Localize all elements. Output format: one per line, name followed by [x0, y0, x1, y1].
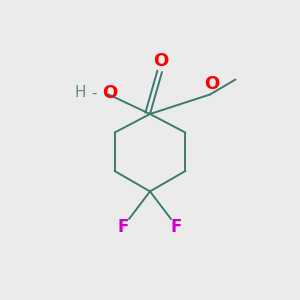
Text: F: F [171, 218, 182, 236]
Text: O: O [204, 75, 219, 93]
Text: F: F [118, 218, 129, 236]
Text: H: H [75, 85, 86, 100]
Text: O: O [153, 52, 168, 70]
Text: -: - [92, 86, 97, 101]
Text: O: O [103, 84, 118, 102]
